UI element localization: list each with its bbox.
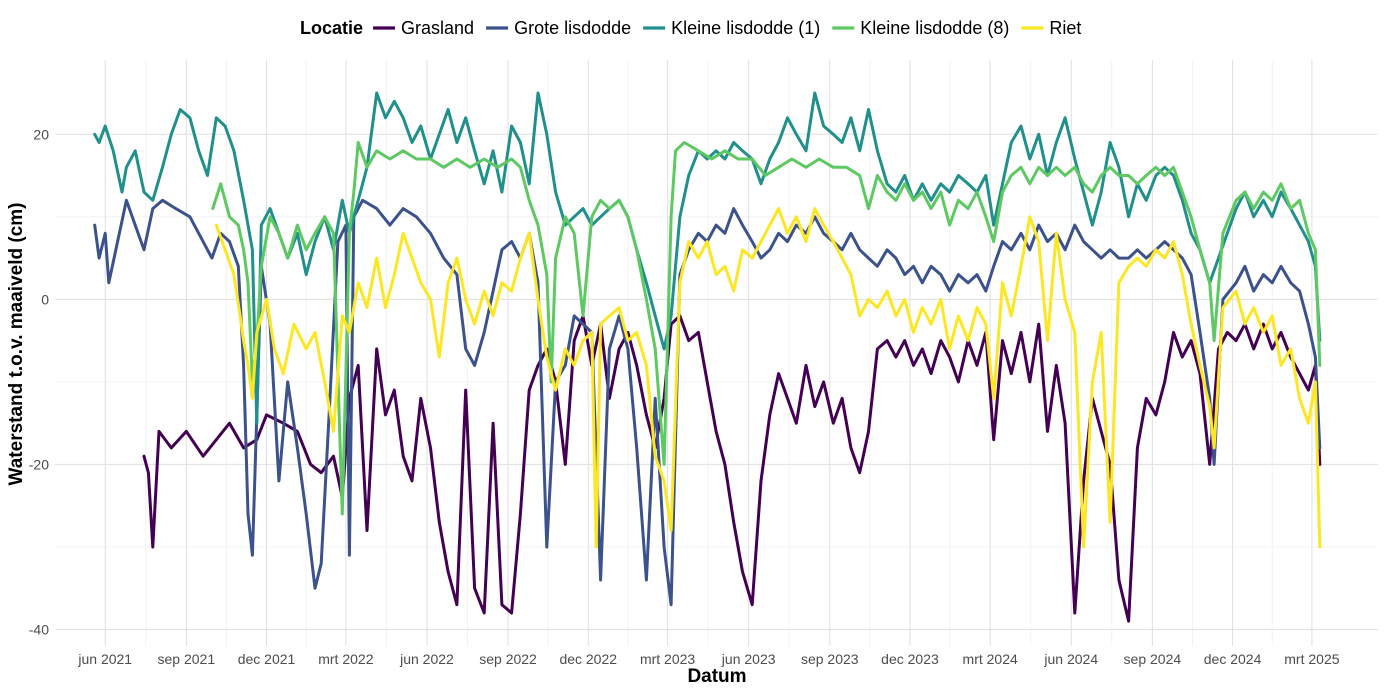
x-tick-label: sep 2023 — [801, 651, 859, 667]
legend-label: Kleine lisdodde (1) — [671, 18, 820, 38]
x-tick-label: jun 2022 — [399, 651, 454, 667]
y-axis-ticks: 20 0 -20 -40 — [29, 126, 49, 637]
series-lines — [93, 91, 1322, 623]
x-tick-label: dec 2024 — [1204, 651, 1262, 667]
x-tick-label: jun 2023 — [721, 651, 776, 667]
x-tick-label: sep 2021 — [158, 651, 216, 667]
y-tick-label: 0 — [41, 291, 49, 307]
legend-label: Riet — [1049, 18, 1081, 38]
x-tick-label: sep 2022 — [479, 651, 537, 667]
legend-title: Locatie — [300, 18, 363, 38]
x-tick-label: dec 2023 — [881, 651, 939, 667]
y-tick-label: -40 — [29, 621, 49, 637]
x-tick-label: jun 2021 — [77, 651, 132, 667]
x-axis-title: Datum — [687, 666, 746, 687]
y-axis-title: Waterstand t.o.v. maaiveld (cm) — [6, 203, 27, 486]
legend: Locatie Grasland Grote lisdodde Kleine lis… — [300, 18, 1081, 38]
minor-gridlines — [55, 60, 1378, 646]
x-tick-label: dec 2022 — [559, 651, 617, 667]
x-axis-ticks: jun 2021 sep 2021 dec 2021 mrt 2022 jun 2022… — [77, 651, 1339, 667]
x-tick-label: mrt 2024 — [963, 651, 1018, 667]
legend-label: Grasland — [401, 18, 474, 38]
x-tick-label: mrt 2025 — [1284, 651, 1339, 667]
y-tick-label: 20 — [33, 126, 49, 142]
y-tick-label: -20 — [29, 456, 49, 472]
x-tick-label: sep 2024 — [1124, 651, 1182, 667]
plot-area — [55, 60, 1378, 646]
x-tick-label: mrt 2022 — [318, 651, 373, 667]
legend-label: Grote lisdodde — [514, 18, 631, 38]
x-tick-label: dec 2021 — [238, 651, 296, 667]
series-line-kleine-lisdodde-8 — [211, 141, 1322, 516]
series-line-grasland — [142, 314, 1322, 623]
series-line-riet — [214, 207, 1322, 549]
legend-label: Kleine lisdodde (8) — [860, 18, 1009, 38]
x-tick-label: jun 2024 — [1043, 651, 1098, 667]
x-tick-label: mrt 2023 — [640, 651, 695, 667]
